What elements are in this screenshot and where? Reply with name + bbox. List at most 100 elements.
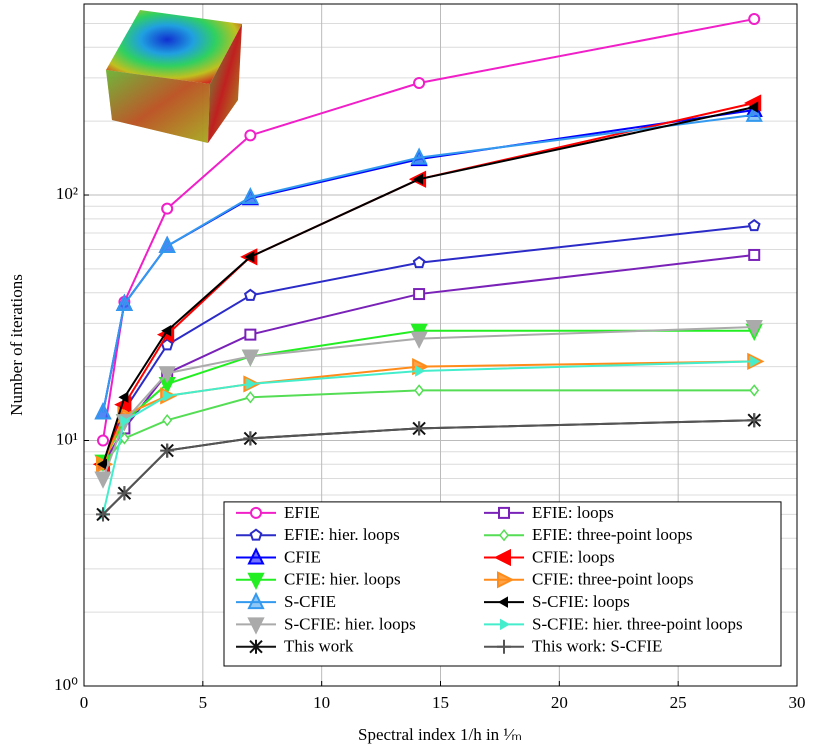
series (96, 101, 759, 471)
marker (412, 421, 427, 436)
legend-label: CFIE: hier. loops (284, 570, 401, 589)
legend-label: EFIE: three-point loops (532, 525, 693, 544)
legend-marker (249, 528, 263, 541)
x-tick-label: 25 (670, 693, 687, 712)
marker (410, 147, 428, 165)
legend-marker (247, 547, 265, 565)
series-line (102, 113, 755, 413)
marker (413, 76, 426, 89)
legend-marker (497, 571, 515, 589)
marker (244, 251, 255, 263)
marker (748, 13, 761, 26)
legend-marker (499, 528, 509, 542)
series-line (102, 389, 755, 465)
marker (243, 431, 258, 446)
marker (745, 320, 763, 338)
marker (96, 507, 111, 522)
x-tick-label: 0 (80, 693, 89, 712)
marker (415, 365, 426, 377)
y-tick-label: 10⁰ (54, 675, 78, 694)
marker (241, 349, 259, 367)
marker (163, 390, 174, 402)
marker (158, 235, 176, 253)
marker (413, 288, 426, 301)
marker (115, 293, 134, 311)
marker (94, 471, 112, 489)
marker (745, 104, 763, 122)
legend-label: CFIE: loops (532, 547, 615, 566)
marker (243, 288, 257, 301)
legend-label: EFIE (284, 503, 320, 522)
x-tick-label: 30 (789, 693, 806, 712)
series (92, 94, 762, 473)
x-tick-label: 5 (199, 693, 208, 712)
marker (158, 366, 176, 384)
marker (410, 331, 428, 349)
legend-label: CFIE: three-point loops (532, 570, 693, 589)
marker (94, 402, 112, 420)
marker (160, 443, 175, 458)
legend-marker (500, 618, 511, 631)
series (96, 413, 762, 522)
marker (244, 328, 257, 341)
marker (246, 378, 257, 390)
legend-label: This work (284, 637, 354, 656)
legend-marker (493, 548, 511, 567)
series-line (102, 106, 755, 465)
series (94, 323, 763, 472)
series-line (102, 329, 755, 463)
marker (413, 173, 424, 185)
marker (241, 186, 259, 205)
legend-marker (247, 617, 265, 635)
series-line (102, 419, 755, 516)
marker (748, 101, 759, 113)
x-tick-label: 20 (551, 693, 568, 712)
legend-label: CFIE (284, 547, 321, 566)
legend-marker (250, 506, 262, 519)
marker (412, 255, 426, 269)
y-axis-label: Number of iterations (7, 274, 26, 416)
marker (161, 202, 174, 215)
marker (96, 458, 108, 471)
marker (120, 415, 131, 427)
marker (97, 434, 110, 447)
legend-label: S-CFIE (284, 592, 336, 611)
legend-marker (497, 596, 508, 608)
marker (117, 486, 132, 501)
marker (162, 413, 173, 427)
marker (161, 325, 172, 337)
marker (245, 391, 256, 404)
cube-illustration (106, 10, 242, 143)
series-line (102, 360, 755, 515)
plot-frame (83, 3, 798, 687)
x-tick-label: 10 (313, 693, 330, 712)
y-tick-label: 10¹ (56, 429, 78, 448)
legend-label: This work: S-CFIE (532, 637, 662, 656)
x-tick-label: 15 (432, 693, 449, 712)
y-tick-label: 10² (56, 184, 78, 203)
marker (749, 384, 760, 397)
series-line (102, 419, 755, 516)
series (99, 355, 761, 521)
series (96, 218, 761, 469)
series-line (102, 360, 755, 465)
legend-label: S-CFIE: loops (532, 592, 630, 611)
series-line (102, 326, 755, 479)
legend-marker (249, 639, 263, 654)
marker (748, 248, 761, 261)
legend-marker (497, 639, 511, 654)
legend-label: S-CFIE: hier. loops (284, 614, 416, 633)
marker (118, 391, 129, 404)
series-line (102, 253, 755, 465)
legend-marker (498, 506, 510, 519)
legend-marker (247, 572, 265, 591)
x-axis-label: Spectral index 1/h in ¹⁄ₘ (358, 725, 522, 744)
marker (244, 129, 257, 142)
legend-label: EFIE: loops (532, 503, 614, 522)
series (94, 104, 763, 420)
marker (414, 384, 425, 397)
marker (750, 355, 761, 368)
marker (747, 218, 761, 232)
legend-label: EFIE: hier. loops (284, 525, 400, 544)
